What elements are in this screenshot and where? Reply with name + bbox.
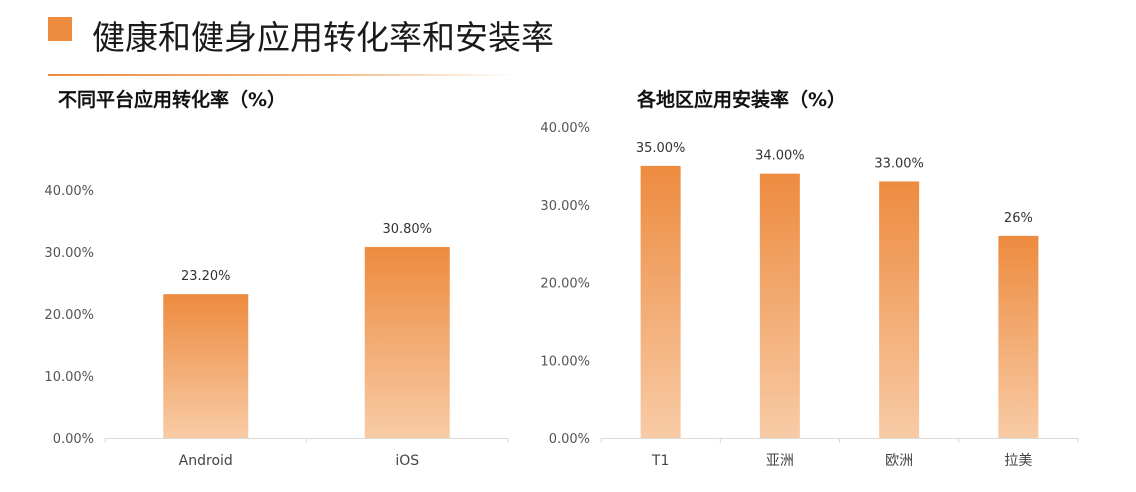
data-label: 33.00%: [874, 156, 924, 171]
y-tick-label: 10.00%: [44, 370, 94, 385]
y-tick-label: 40.00%: [44, 184, 94, 199]
data-label: 23.20%: [181, 269, 231, 284]
chart-title-install: 各地区应用安装率（%）: [637, 89, 847, 111]
bar: [364, 247, 450, 438]
chart-title-conversion: 不同平台应用转化率（%）: [58, 89, 287, 111]
y-tick-label: 20.00%: [540, 277, 590, 292]
bar: [879, 181, 920, 439]
y-tick-label: 40.00%: [540, 121, 590, 136]
bar: [759, 173, 800, 438]
category-label: Android: [179, 453, 233, 469]
title-underline: [48, 74, 518, 76]
bar: [640, 165, 681, 438]
y-tick-label: 0.00%: [53, 432, 94, 447]
category-label: 亚洲: [766, 453, 794, 469]
category-label: T1: [651, 453, 669, 469]
data-label: 26%: [1004, 211, 1033, 226]
data-label: 30.80%: [382, 222, 432, 237]
y-tick-label: 30.00%: [44, 246, 94, 261]
y-tick-label: 20.00%: [44, 308, 94, 323]
bar: [998, 235, 1039, 438]
y-tick-label: 10.00%: [540, 354, 590, 369]
category-label: 欧洲: [885, 453, 913, 469]
category-label: 拉美: [1004, 453, 1032, 469]
data-label: 34.00%: [755, 149, 805, 164]
page-title: 健康和健身应用转化率和安装率: [92, 18, 554, 57]
y-tick-label: 30.00%: [540, 199, 590, 214]
bar: [163, 294, 249, 438]
y-tick-label: 0.00%: [549, 432, 590, 447]
title-accent-square: [48, 17, 72, 41]
category-label: iOS: [395, 453, 419, 469]
data-label: 35.00%: [636, 141, 686, 156]
